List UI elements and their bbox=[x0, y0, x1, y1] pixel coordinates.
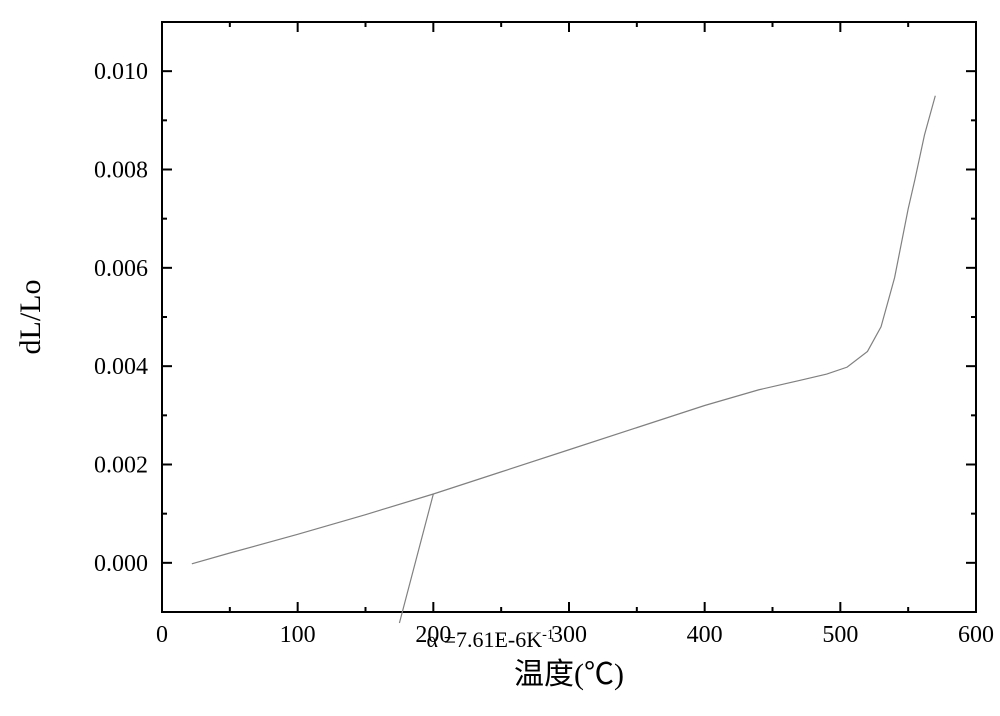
y-tick-label: 0.006 bbox=[94, 256, 148, 282]
x-tick-label: 300 bbox=[551, 622, 587, 648]
y-tick-label: 0.010 bbox=[94, 59, 148, 85]
annotation-text: α =7.61E-6K-1 bbox=[427, 627, 555, 652]
line-chart: 01002003004005006000.0000.0020.0040.0060… bbox=[0, 0, 1000, 716]
y-tick-label: 0.004 bbox=[94, 354, 148, 380]
x-tick-label: 500 bbox=[822, 622, 858, 648]
x-tick-label: 0 bbox=[156, 622, 168, 648]
y-tick-label: 0.002 bbox=[94, 453, 148, 479]
y-axis-title: dL/Lo bbox=[14, 280, 47, 355]
y-tick-label: 0.000 bbox=[94, 551, 148, 577]
x-axis-title: 温度(℃) bbox=[514, 658, 624, 691]
x-tick-label: 100 bbox=[280, 622, 316, 648]
x-tick-label: 600 bbox=[958, 622, 994, 648]
chart-container: 01002003004005006000.0000.0020.0040.0060… bbox=[0, 0, 1000, 716]
x-tick-label: 400 bbox=[687, 622, 723, 648]
y-tick-label: 0.008 bbox=[94, 158, 148, 184]
